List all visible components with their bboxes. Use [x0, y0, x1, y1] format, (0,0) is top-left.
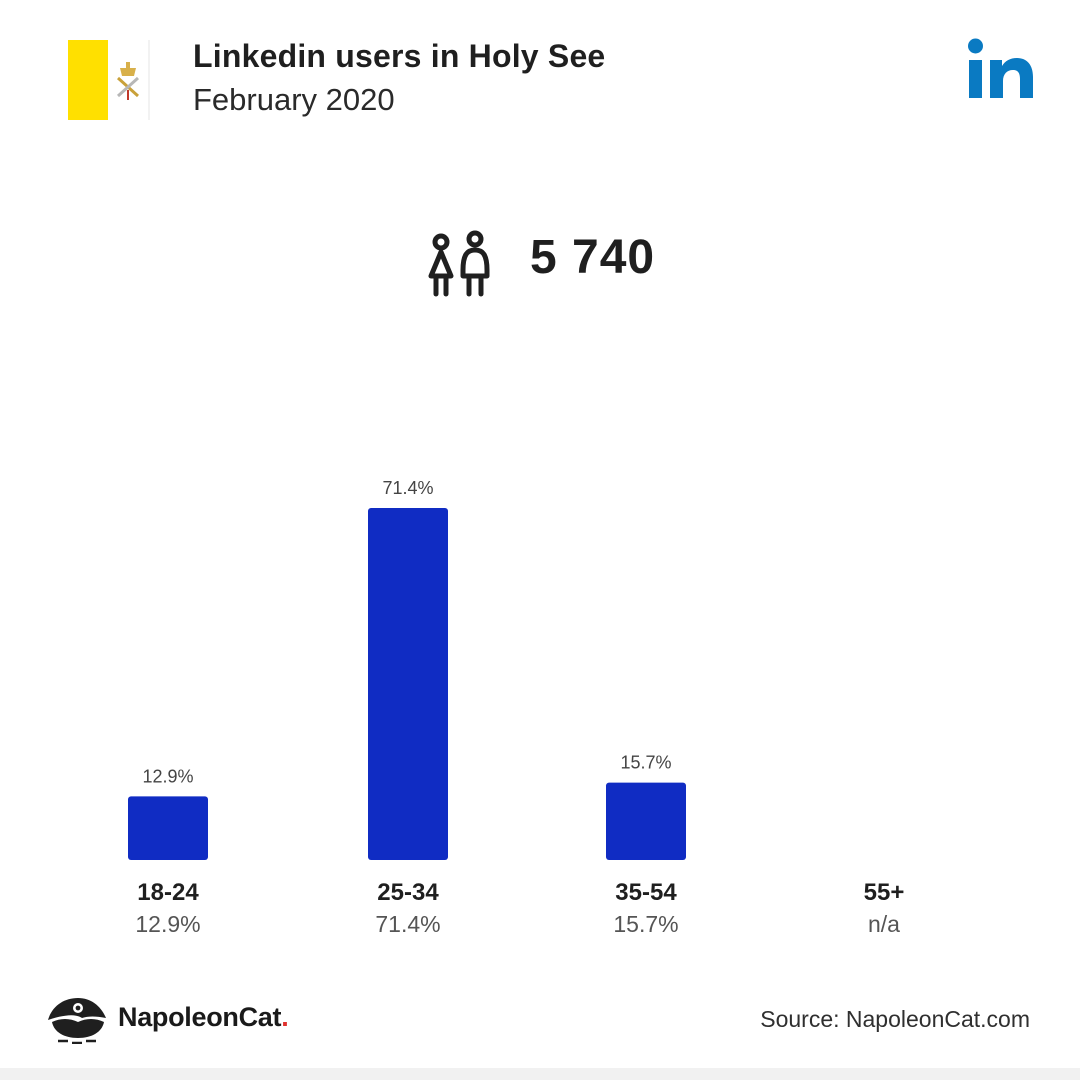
napoleoncat-logo-icon	[48, 998, 106, 1044]
category-value-label: 15.7%	[613, 911, 678, 937]
bar-25-34	[368, 508, 448, 860]
bar-value-label: 71.4%	[382, 478, 433, 498]
category-label: 25-34	[377, 879, 439, 906]
holy-see-flag-icon	[68, 40, 150, 120]
age-distribution-chart: 12.9% 18-24 12.9% 71.4% 25-34 71.4% 15.7% 35-54…	[128, 478, 905, 937]
source-text: Source: NapoleonCat.com	[760, 1006, 1030, 1032]
brand-name: NapoleonCat.	[118, 1002, 289, 1033]
bar-18-24	[128, 796, 208, 860]
category-label: 55+	[864, 879, 905, 906]
category-value-label: 12.9%	[135, 911, 200, 937]
category-label: 35-54	[615, 879, 677, 906]
page-title: Linkedin users in Holy See	[193, 38, 606, 74]
bar-35-54	[606, 782, 686, 860]
bar-value-label: 15.7%	[620, 753, 671, 773]
category-label: 18-24	[137, 879, 199, 906]
total-users-count: 5 740	[530, 231, 656, 284]
bar-value-label: 12.9%	[142, 766, 193, 786]
users-icon	[428, 230, 490, 297]
category-value-label: n/a	[868, 911, 900, 937]
category-value-label: 71.4%	[375, 911, 440, 937]
brand-dot: .	[281, 1002, 289, 1032]
linkedin-logo-icon	[968, 38, 1033, 98]
bottom-strip	[0, 1068, 1080, 1080]
brand-text: NapoleonCat	[118, 1002, 282, 1032]
page-subtitle: February 2020	[193, 82, 395, 117]
